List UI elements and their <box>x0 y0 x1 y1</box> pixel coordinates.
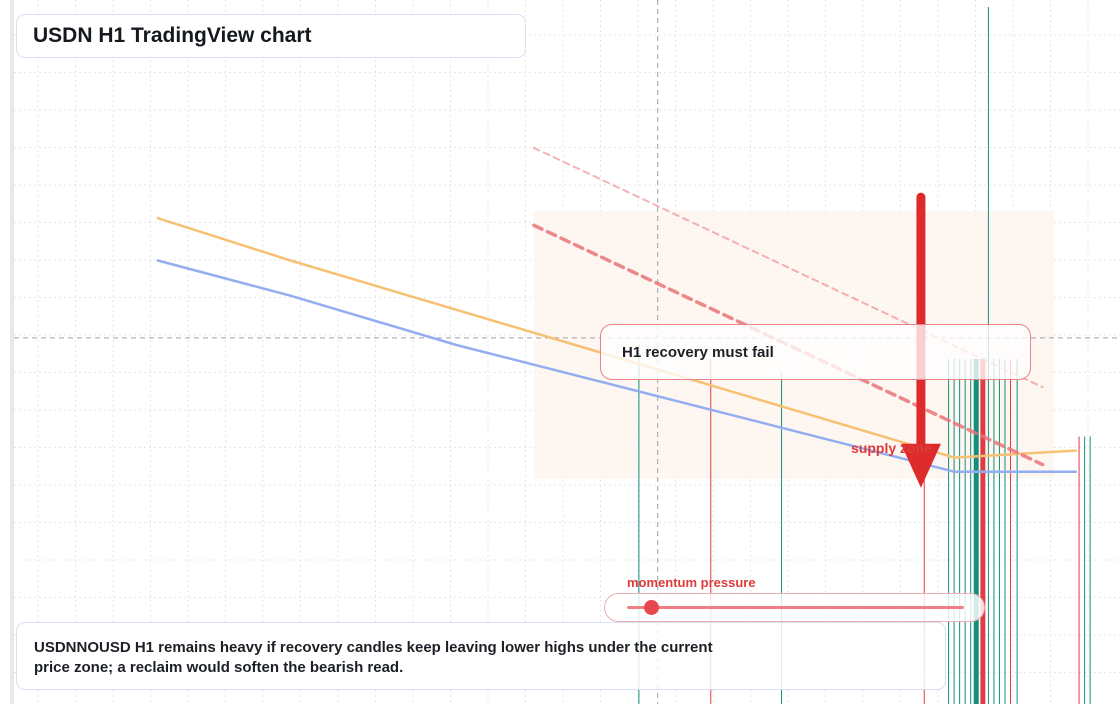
down-arrow-icon <box>900 192 941 488</box>
series-line-channel_lower <box>532 223 1045 467</box>
momentum-knob[interactable] <box>643 600 659 615</box>
momentum-slider[interactable] <box>604 593 985 622</box>
series-line-ma_slow <box>156 259 1078 473</box>
momentum-label: momentum pressure <box>627 575 756 590</box>
analysis-note-card: USDNNOUSD H1 remains heavy if recovery c… <box>16 622 946 690</box>
supply-zone-label: supply zone <box>851 440 932 456</box>
callout-text: H1 recovery must fail <box>622 343 774 361</box>
arrow-head <box>900 443 941 488</box>
momentum-track-line <box>627 606 964 609</box>
title-card: USDN H1 TradingView chart <box>16 14 526 58</box>
chart-title: USDN H1 TradingView chart <box>33 24 312 47</box>
analysis-note-text: USDNNOUSD H1 remains heavy if recovery c… <box>34 639 713 676</box>
callout-card: H1 recovery must fail <box>600 324 1031 380</box>
candle-body <box>973 359 979 704</box>
candle-body <box>980 359 986 704</box>
left-scale-rail <box>10 0 14 704</box>
